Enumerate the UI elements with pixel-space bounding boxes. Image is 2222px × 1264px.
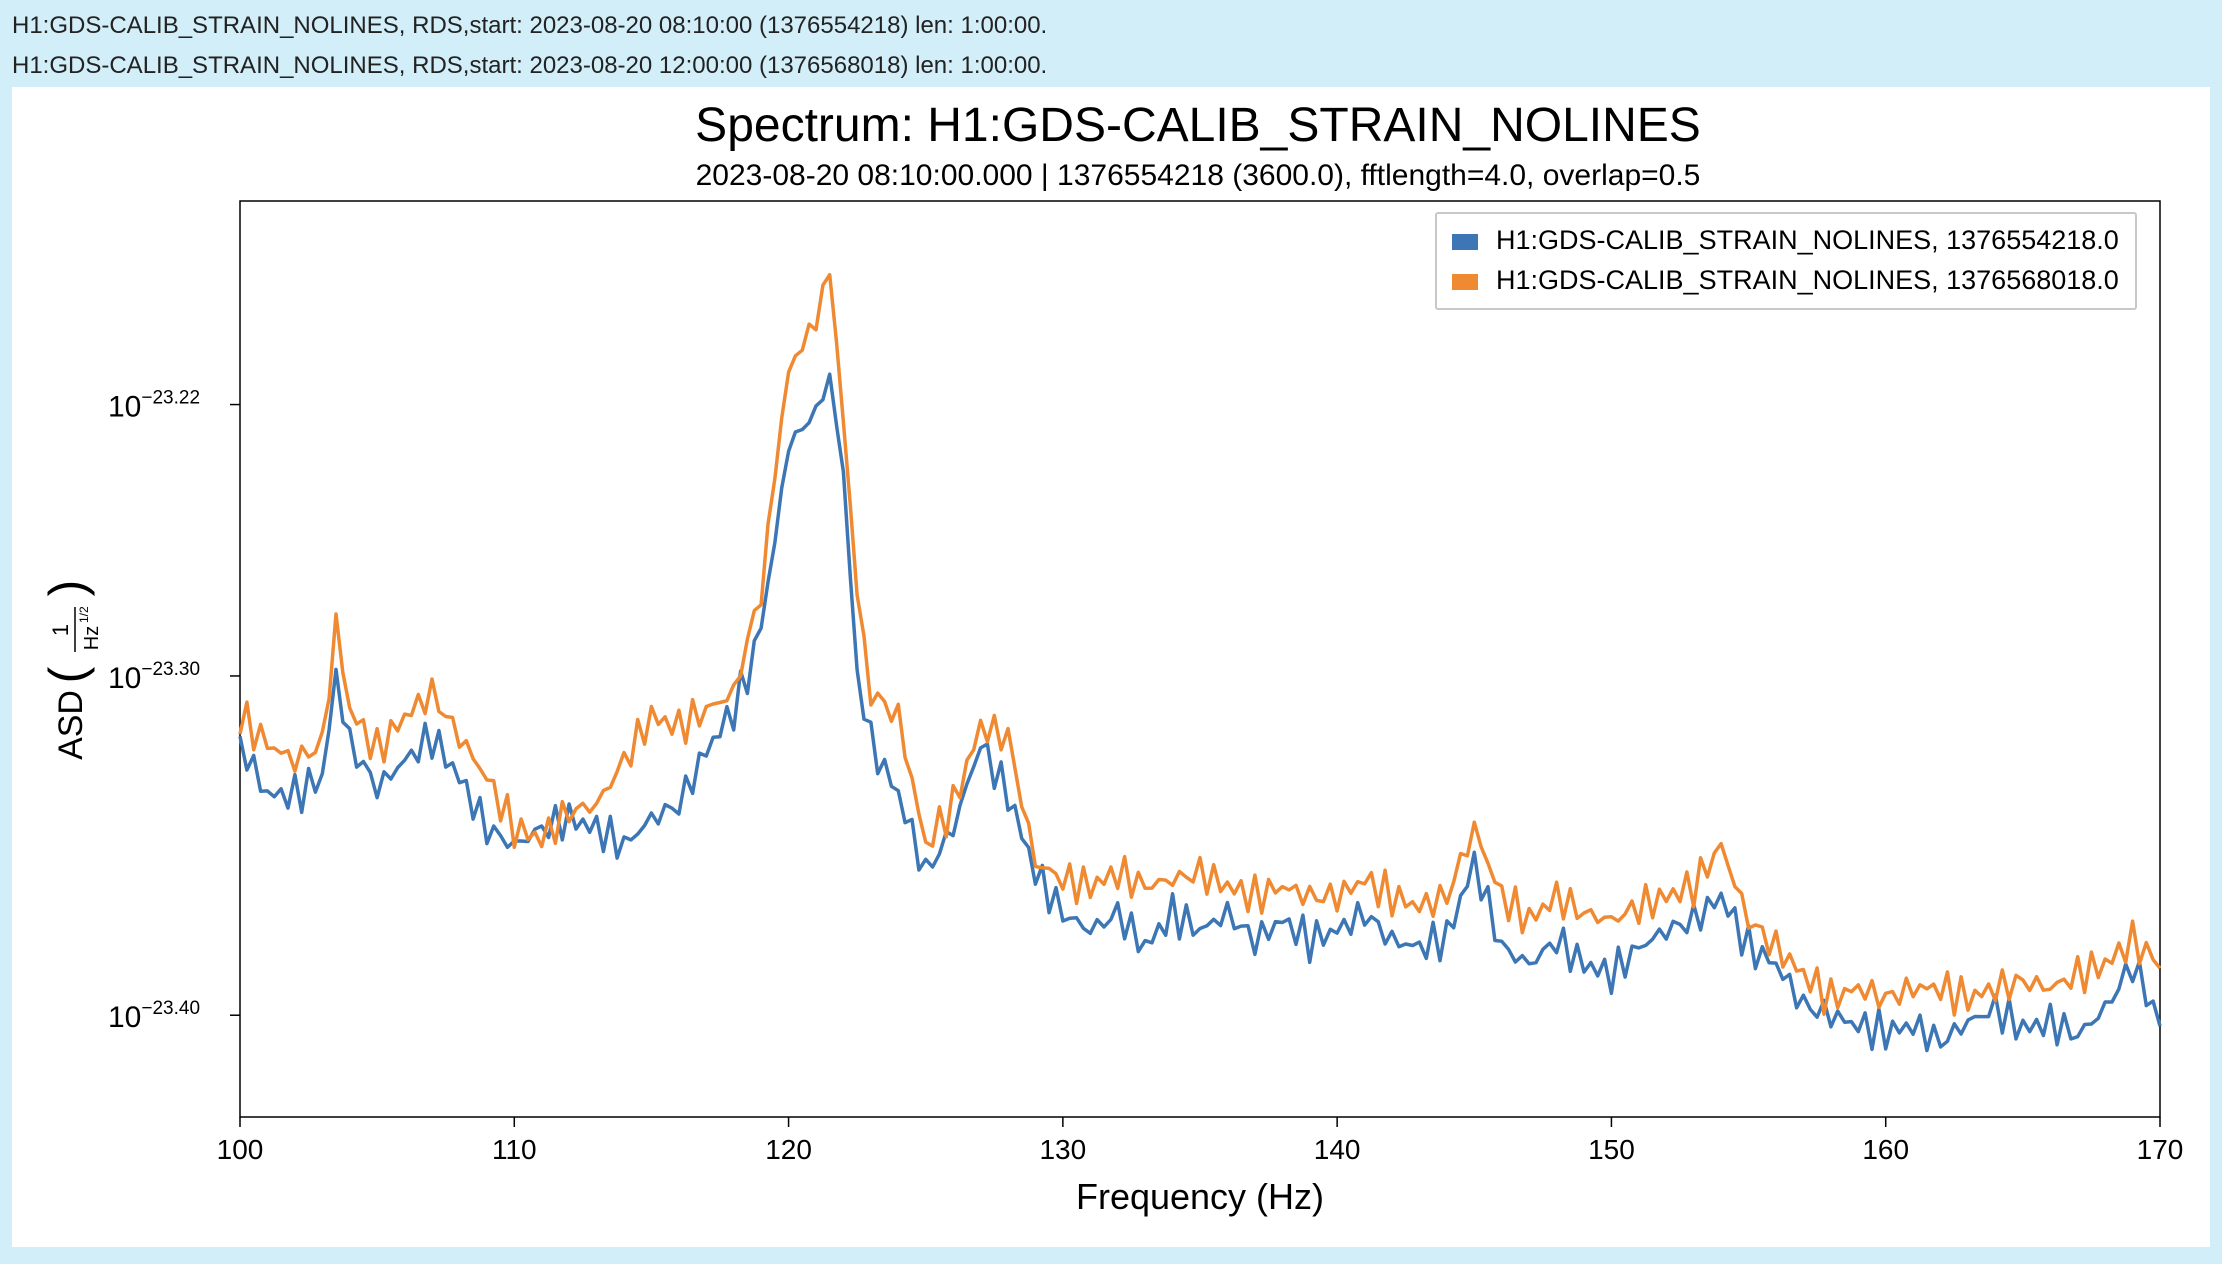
legend-label-series-1: H1:GDS-CALIB_STRAIN_NOLINES, 1376554218.…	[1496, 225, 2119, 255]
spectrum-chart: Spectrum: H1:GDS-CALIB_STRAIN_NOLINES 20…	[39, 99, 2184, 1217]
y-tick-exponent-2: −23.40	[141, 998, 200, 1019]
plot-frame	[239, 200, 2161, 1118]
y-tick-base-0: 10	[108, 391, 141, 424]
x-tick-label-1: 110	[492, 1134, 537, 1165]
legend-label-series-2: H1:GDS-CALIB_STRAIN_NOLINES, 1376568018.…	[1496, 265, 2119, 295]
y-axis-label-main: ASD	[52, 690, 90, 760]
header-line-2: H1:GDS-CALIB_STRAIN_NOLINES, RDS,start: …	[12, 52, 1048, 79]
legend-swatch-series-1	[1452, 234, 1478, 250]
x-tick-label-5: 150	[1588, 1134, 1635, 1165]
y-axis-label-denominator: Hz	[81, 626, 103, 650]
y-axis-label-paren-right: )	[39, 580, 95, 597]
y-axis-label-exponent: 1/2	[77, 606, 91, 623]
y-tick-base-2: 10	[108, 1001, 141, 1034]
x-tick-label-7: 170	[2137, 1134, 2184, 1165]
y-tick-label-1: 10−23.30	[108, 659, 200, 695]
x-tick-label-4: 140	[1314, 1134, 1361, 1165]
series-line-2	[238, 272, 2162, 1017]
y-tick-label-0: 10−23.22	[108, 388, 200, 424]
legend-swatch-series-2	[1452, 274, 1478, 290]
chart-title: Spectrum: H1:GDS-CALIB_STRAIN_NOLINES	[695, 99, 1701, 152]
series-line-1	[238, 372, 2162, 1053]
y-axis-label: ASD ( 1 Hz 1/2 )	[39, 580, 103, 760]
series-group	[238, 272, 2162, 1053]
x-axis-ticks: 100 110 120 130 140 150 160 170	[217, 1117, 2184, 1165]
chart-subtitle: 2023-08-20 08:10:00.000 | 1376554218 (36…	[696, 159, 1701, 192]
y-tick-base-1: 10	[108, 662, 141, 695]
y-axis-label-paren-left: (	[39, 666, 95, 683]
x-tick-label-2: 120	[765, 1134, 812, 1165]
y-tick-exponent-0: −23.22	[141, 388, 200, 409]
header-line-1: H1:GDS-CALIB_STRAIN_NOLINES, RDS,start: …	[12, 12, 1048, 39]
y-tick-exponent-1: −23.30	[141, 659, 200, 680]
chart-panel: Spectrum: H1:GDS-CALIB_STRAIN_NOLINES 20…	[12, 87, 2210, 1247]
legend: H1:GDS-CALIB_STRAIN_NOLINES, 1376554218.…	[1435, 212, 2137, 310]
x-tick-label-3: 130	[1039, 1134, 1086, 1165]
legend-box	[1435, 212, 2137, 310]
y-axis-label-numerator: 1	[48, 624, 73, 636]
x-tick-label-6: 160	[1862, 1134, 1909, 1165]
x-axis-label: Frequency (Hz)	[1076, 1176, 1324, 1217]
y-tick-label-2: 10−23.40	[108, 998, 200, 1034]
x-tick-label-0: 100	[217, 1134, 264, 1165]
